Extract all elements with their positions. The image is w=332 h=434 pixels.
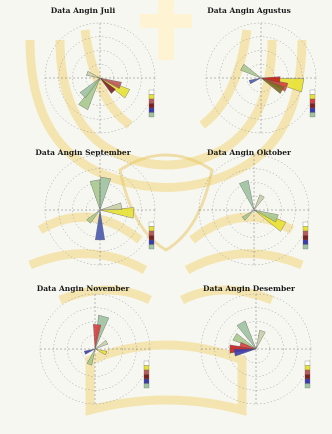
petal-3 bbox=[99, 202, 123, 211]
windrose-september bbox=[44, 154, 156, 266]
legend-swatch-3 bbox=[304, 374, 311, 380]
petal-5 bbox=[86, 71, 101, 79]
legend-swatch-3 bbox=[143, 374, 150, 380]
windrose-title-juli: Data Angin Juli bbox=[50, 6, 116, 15]
windrose-panel-juli: Data Angin Juli bbox=[0, 6, 166, 150]
windrose-title-oktober: Data Angin Oktober bbox=[207, 148, 291, 157]
legend-swatch-1 bbox=[304, 365, 311, 371]
petal-4 bbox=[95, 209, 105, 241]
petal-3 bbox=[99, 77, 122, 89]
legend-swatch-5 bbox=[302, 244, 309, 250]
grid-ring-1 bbox=[72, 50, 128, 106]
windrose-panel-november: Data Angin November bbox=[0, 284, 166, 428]
petal-5 bbox=[260, 77, 285, 94]
petal-2 bbox=[239, 180, 255, 211]
windrose-title-november: Data Angin November bbox=[36, 284, 130, 293]
legend-swatch-5 bbox=[148, 112, 155, 118]
petal-3 bbox=[253, 194, 265, 211]
legend-swatch-2 bbox=[148, 230, 155, 236]
windrose-panel-desember: Data Angin Desember bbox=[166, 284, 332, 428]
petal-0 bbox=[99, 176, 112, 211]
legend-swatch-4 bbox=[148, 239, 155, 245]
grid-ring-1 bbox=[233, 50, 289, 106]
legend-swatch-0 bbox=[148, 89, 155, 95]
petal-2 bbox=[260, 76, 281, 83]
windrose-panel-agustus: Data Angin Agustus bbox=[166, 6, 332, 150]
petal-1 bbox=[93, 324, 102, 350]
petal-1 bbox=[79, 77, 101, 99]
petal-5 bbox=[83, 348, 96, 355]
legend-swatch-2 bbox=[309, 98, 316, 104]
legend-swatch-0 bbox=[304, 360, 311, 366]
legend-swatch-3 bbox=[148, 235, 155, 241]
grid-ring-1 bbox=[67, 321, 123, 377]
legend-swatch-4 bbox=[148, 107, 155, 113]
windrose-juli bbox=[44, 22, 156, 134]
legend-swatch-0 bbox=[309, 89, 316, 95]
legend-swatch-1 bbox=[143, 365, 150, 371]
windrose-panel-oktober: Data Angin Oktober bbox=[166, 148, 332, 292]
legend-swatch-5 bbox=[143, 383, 150, 389]
legend-swatch-2 bbox=[143, 369, 150, 375]
legend-swatch-0 bbox=[143, 360, 150, 366]
legend-swatch-4 bbox=[143, 378, 150, 384]
legend-swatch-2 bbox=[304, 369, 311, 375]
legend-swatch-4 bbox=[309, 107, 316, 113]
petal-5 bbox=[239, 342, 257, 350]
petal-3 bbox=[94, 340, 109, 350]
legend-swatch-5 bbox=[148, 244, 155, 250]
legend-swatch-0 bbox=[302, 221, 309, 227]
legend-swatch-1 bbox=[309, 94, 316, 100]
legend-swatch-2 bbox=[302, 230, 309, 236]
legend-swatch-1 bbox=[148, 94, 155, 100]
legend-swatch-4 bbox=[304, 378, 311, 384]
petal-1 bbox=[253, 209, 279, 223]
windrose-november bbox=[39, 293, 151, 405]
legend-swatch-5 bbox=[304, 383, 311, 389]
windrose-oktober bbox=[198, 154, 310, 266]
windrose-desember bbox=[200, 293, 312, 405]
legend-swatch-3 bbox=[302, 235, 309, 241]
petal-4 bbox=[241, 209, 255, 221]
legend-swatch-1 bbox=[302, 226, 309, 232]
petal-3 bbox=[236, 320, 257, 350]
grid-ring-1 bbox=[228, 321, 284, 377]
legend-swatch-1 bbox=[148, 226, 155, 232]
petal-1 bbox=[233, 348, 257, 357]
windrose-title-desember: Data Angin Desember bbox=[203, 284, 295, 293]
windrose-agustus bbox=[205, 22, 317, 134]
petal-4 bbox=[255, 329, 266, 350]
windrose-panel-september: Data Angin September bbox=[0, 148, 166, 292]
windrose-title-september: Data Angin September bbox=[35, 148, 131, 157]
legend-swatch-5 bbox=[309, 112, 316, 118]
petal-4 bbox=[248, 77, 262, 85]
petal-2 bbox=[86, 348, 96, 366]
grid-ring-1 bbox=[226, 182, 282, 238]
legend-swatch-2 bbox=[148, 98, 155, 104]
petal-4 bbox=[94, 348, 108, 356]
petal-1 bbox=[89, 179, 101, 211]
legend-swatch-3 bbox=[148, 103, 155, 109]
petal-5 bbox=[86, 209, 101, 224]
legend-swatch-0 bbox=[148, 221, 155, 227]
windrose-title-agustus: Data Angin Agustus bbox=[207, 6, 291, 15]
legend-swatch-3 bbox=[309, 103, 316, 109]
legend-swatch-4 bbox=[302, 239, 309, 245]
petal-4 bbox=[99, 77, 116, 94]
petal-3 bbox=[240, 63, 262, 79]
